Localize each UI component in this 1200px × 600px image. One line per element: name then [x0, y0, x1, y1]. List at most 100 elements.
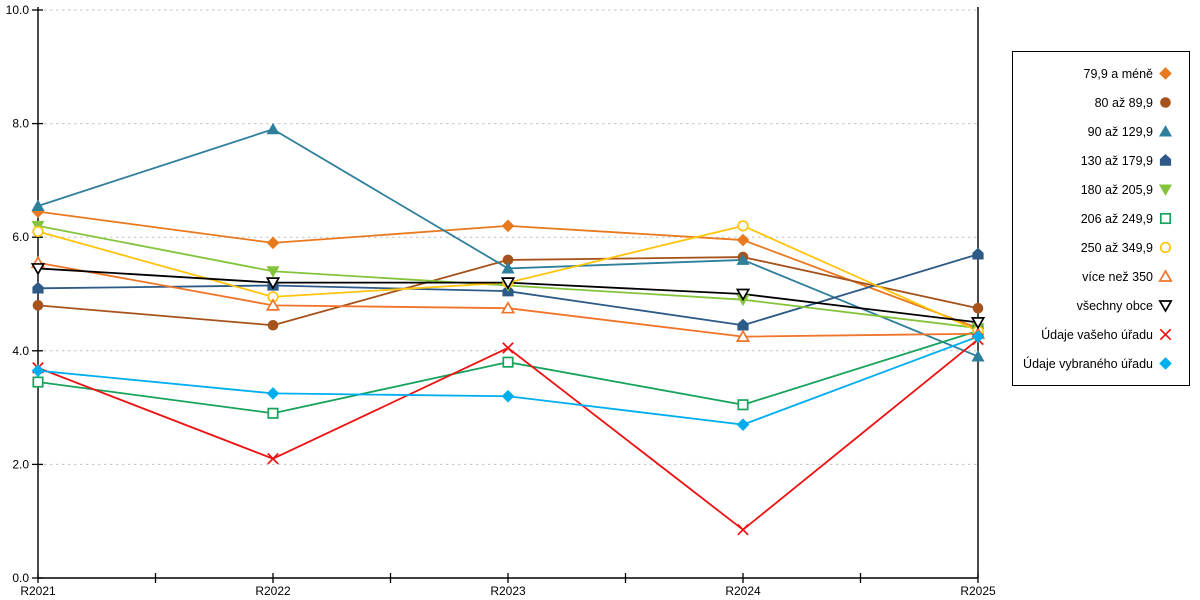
- legend-marker-x-icon: [1159, 328, 1172, 341]
- x-tick-label: R2023: [490, 584, 526, 598]
- marker-x-stroke: [267, 452, 279, 465]
- marker-triangle-up: [266, 122, 280, 135]
- y-tick-label: 8.0: [12, 117, 29, 131]
- legend-label: Údaje vašeho úřadu: [1041, 327, 1153, 342]
- marker-diamond: [266, 236, 280, 250]
- legend-item: 79,9 a méně: [1013, 59, 1189, 88]
- legend-item: 130 až 179,9: [1013, 146, 1189, 175]
- x-tick-label: R2021: [20, 584, 56, 598]
- marker-triangle-down: [1158, 300, 1173, 313]
- legend-label: 130 až 179,9: [1080, 153, 1153, 168]
- marker-square: [1159, 212, 1172, 225]
- marker-triangle-down: [266, 266, 280, 278]
- marker-square: [502, 356, 514, 368]
- marker-x: [737, 523, 749, 536]
- legend: 79,9 a méně 80 až 89,9 90 až 129,9 130 až 1…: [1012, 51, 1190, 386]
- marker-diamond: [1159, 67, 1172, 80]
- marker-circle: [267, 319, 279, 331]
- series-markers: [30, 263, 986, 330]
- marker-triangle-up: [265, 298, 281, 311]
- series-markers: [31, 122, 985, 362]
- legend-marker-diamond-icon: [1159, 67, 1172, 80]
- legend-label: více než 350: [1082, 269, 1153, 284]
- legend-item: 80 až 89,9: [1013, 88, 1189, 117]
- legend-marker-circle-icon: [1160, 97, 1171, 108]
- marker-triangle-up: [500, 301, 516, 314]
- legend-label: 80 až 89,9: [1094, 95, 1153, 110]
- marker-circle: [32, 225, 44, 238]
- y-tick-label: 10.0: [6, 3, 30, 17]
- y-tick-label: 2.0: [12, 457, 29, 471]
- marker-x: [267, 452, 279, 465]
- legend-item: více než 350: [1013, 262, 1189, 291]
- series-line: [37, 338, 979, 531]
- marker-diamond: [736, 233, 750, 247]
- marker-diamond: [736, 418, 750, 431]
- marker-diamond: [266, 387, 280, 400]
- series-markers: [32, 325, 984, 419]
- marker-circle: [737, 220, 749, 232]
- marker-x-stroke: [1159, 328, 1172, 341]
- marker-x-stroke: [502, 342, 514, 354]
- marker-x: [1159, 328, 1172, 341]
- legend-label: všechny obce: [1076, 298, 1153, 313]
- marker-triangle-down: [30, 263, 46, 276]
- legend-item: Údaje vybraného úřadu: [1013, 349, 1189, 378]
- marker-pentagon: [737, 318, 749, 331]
- marker-pentagon: [972, 247, 984, 260]
- legend-marker-circle-icon: [1159, 241, 1172, 254]
- marker-square: [32, 376, 44, 388]
- marker-diamond: [971, 330, 985, 343]
- series-line: [37, 261, 979, 338]
- legend-marker-triangle-down-icon: [1158, 184, 1173, 196]
- marker-triangle-up: [735, 329, 751, 342]
- legend-label: 206 až 249,9: [1080, 211, 1153, 226]
- marker-triangle-down: [970, 317, 986, 330]
- marker-square: [267, 407, 279, 419]
- marker-triangle-up: [501, 262, 515, 274]
- legend-label: 250 až 349,9: [1080, 240, 1153, 255]
- legend-label: 180 až 205,9: [1080, 182, 1153, 197]
- marker-diamond: [501, 389, 515, 403]
- marker-pentagon: [32, 281, 44, 294]
- y-tick-label: 6.0: [12, 230, 29, 244]
- legend-label: 90 až 129,9: [1087, 124, 1153, 139]
- marker-triangle-up: [1158, 125, 1173, 137]
- legend-item: všechny obce: [1013, 291, 1189, 320]
- marker-diamond: [1159, 357, 1172, 370]
- x-tick-label: R2022: [255, 584, 291, 598]
- marker-x-stroke: [737, 523, 749, 536]
- marker-triangle-up: [971, 350, 985, 362]
- marker-triangle-up: [736, 253, 750, 265]
- marker-circle: [32, 300, 44, 311]
- marker-diamond: [501, 219, 515, 233]
- legend-marker-pentagon-icon: [1159, 154, 1172, 166]
- legend-item: Údaje vašeho úřadu: [1013, 320, 1189, 349]
- plot-area: 0.0 2.0 4.0 6.0 8.0 10.0 R2021 R2022 R2023 R2024 R…: [6, 3, 996, 598]
- series-line: [37, 128, 979, 358]
- legend-item: 250 až 349,9: [1013, 233, 1189, 262]
- x-tick-label: R2025: [960, 584, 996, 598]
- legend-marker-triangle-up-icon: [1158, 269, 1173, 282]
- legend-item: 180 až 205,9: [1013, 175, 1189, 204]
- marker-triangle-up: [1158, 269, 1173, 282]
- y-tick-label: 0.0: [12, 571, 29, 585]
- marker-circle: [1159, 241, 1172, 254]
- marker-x: [502, 342, 514, 354]
- marker-triangle-up: [31, 199, 45, 211]
- x-tick-label: R2024: [725, 584, 761, 598]
- legend-marker-triangle-down-icon: [1158, 300, 1173, 313]
- marker-circle: [1160, 97, 1171, 108]
- marker-pentagon: [1159, 154, 1172, 166]
- marker-diamond: [31, 364, 45, 377]
- marker-square: [737, 399, 749, 411]
- legend-label: Údaje vybraného úřadu: [1023, 356, 1153, 371]
- marker-circle: [972, 302, 984, 314]
- marker-triangle-down: [265, 277, 281, 290]
- legend-marker-square-icon: [1159, 212, 1172, 225]
- marker-triangle-down: [1158, 184, 1173, 196]
- legend-item: 90 až 129,9: [1013, 117, 1189, 146]
- legend-marker-diamond-icon: [1159, 357, 1172, 370]
- legend-item: 206 až 249,9: [1013, 204, 1189, 233]
